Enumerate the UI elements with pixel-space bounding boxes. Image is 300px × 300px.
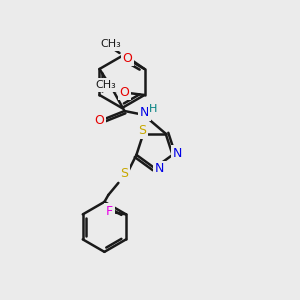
Text: F: F	[106, 205, 112, 218]
Text: S: S	[120, 167, 128, 180]
Text: O: O	[120, 85, 130, 98]
Text: N: N	[140, 106, 149, 119]
Text: H: H	[149, 104, 158, 114]
Text: CH₃: CH₃	[95, 80, 116, 90]
Text: S: S	[138, 124, 146, 137]
Text: CH₃: CH₃	[100, 39, 121, 49]
Text: O: O	[94, 113, 104, 127]
Text: O: O	[123, 52, 133, 64]
Text: N: N	[155, 163, 164, 176]
Text: N: N	[173, 147, 182, 161]
